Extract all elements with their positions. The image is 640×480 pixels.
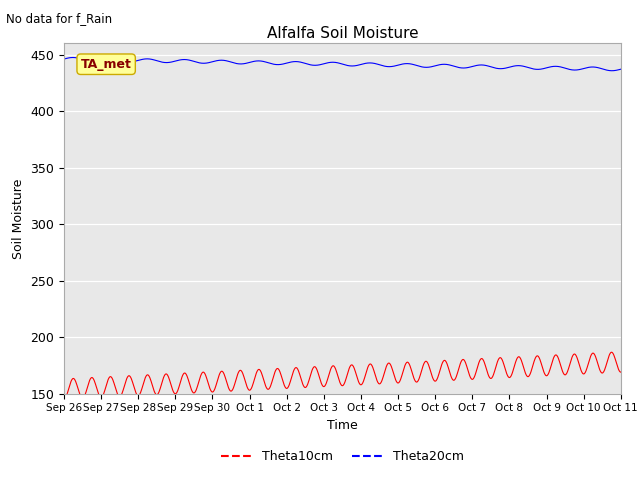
Theta20cm <box>502 65 509 71</box>
Theta10cm <box>502 367 509 373</box>
Theta10cm <box>607 349 615 355</box>
Theta10cm <box>617 369 625 375</box>
X-axis label: Time: Time <box>327 419 358 432</box>
Text: TA_met: TA_met <box>81 58 132 71</box>
Theta20cm <box>551 63 559 69</box>
Y-axis label: Soil Moisture: Soil Moisture <box>12 178 25 259</box>
Theta20cm <box>184 57 192 63</box>
Title: Alfalfa Soil Moisture: Alfalfa Soil Moisture <box>267 25 418 41</box>
Theta10cm <box>551 353 559 359</box>
Theta20cm <box>617 66 625 72</box>
Line: Theta20cm: Theta20cm <box>64 58 621 71</box>
Theta20cm <box>608 68 616 73</box>
Theta20cm <box>69 55 77 60</box>
Theta20cm <box>171 59 179 64</box>
Line: Theta10cm: Theta10cm <box>64 352 621 399</box>
Theta10cm <box>170 390 178 396</box>
Legend: Theta10cm, Theta20cm: Theta10cm, Theta20cm <box>216 445 469 468</box>
Theta20cm <box>429 63 437 69</box>
Theta20cm <box>246 60 254 65</box>
Theta10cm <box>246 387 254 393</box>
Theta20cm <box>60 56 68 62</box>
Theta10cm <box>429 375 436 381</box>
Text: No data for f_Rain: No data for f_Rain <box>6 12 113 25</box>
Theta10cm <box>60 396 68 402</box>
Theta10cm <box>184 375 191 381</box>
